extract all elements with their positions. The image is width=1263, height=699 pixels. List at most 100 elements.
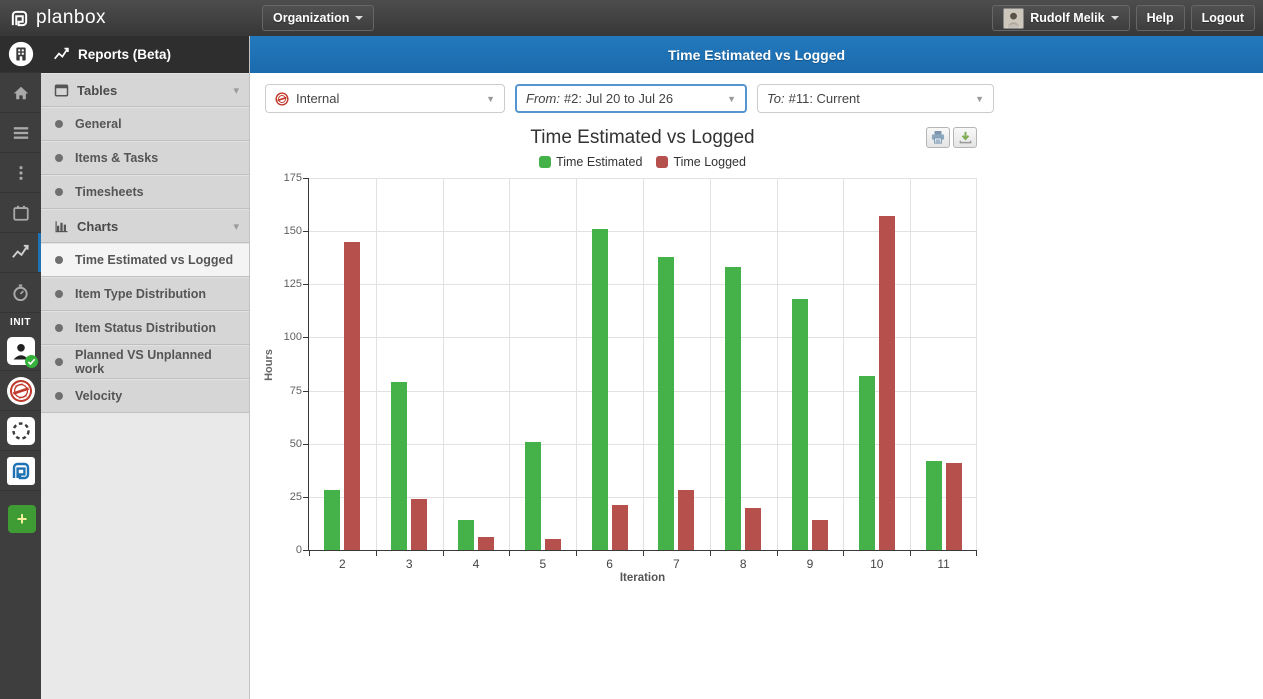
reports-sidebar: Reports (Beta) Tables ▾ General Items & …: [41, 36, 250, 699]
y-axis-tick: [303, 284, 308, 286]
sidebar-item-item-type-distribution[interactable]: Item Type Distribution: [41, 277, 249, 311]
sidebar-item-items-tasks[interactable]: Items & Tasks: [41, 141, 249, 175]
plot-area: 0 25 50 75 100 125 150 175 2 3 4 5 6 7 8 9 10 11: [284, 172, 977, 571]
logout-button[interactable]: Logout: [1190, 5, 1255, 31]
rail-list-button[interactable]: [0, 113, 41, 153]
sidebar-item-general[interactable]: General: [41, 107, 249, 141]
print-chart-button[interactable]: [926, 127, 950, 148]
item-label: Timesheets: [75, 185, 144, 199]
sidebar-item-timesheets[interactable]: Timesheets: [41, 175, 249, 209]
rail-reports-button[interactable]: [0, 233, 41, 273]
rail-project-avatar-internal[interactable]: [0, 371, 41, 411]
rail-init-label: INIT: [10, 316, 31, 328]
y-axis-tick: [303, 496, 308, 498]
bullet-icon: [55, 290, 63, 298]
organization-label: Organization: [273, 11, 350, 25]
v-gridline: [709, 178, 711, 550]
sidebar-item-time-estimated-vs-logged[interactable]: Time Estimated vs Logged: [41, 243, 249, 277]
from-filter-value: #2: Jul 20 to Jul 26: [563, 91, 674, 106]
y-tick-label: 25: [289, 490, 302, 503]
x-tick-label: 5: [539, 557, 547, 571]
rail-project-avatar-draft[interactable]: [0, 411, 41, 451]
item-label: Item Status Distribution: [75, 321, 216, 335]
vertical-dots-icon: [12, 164, 30, 182]
legend-swatch-red: [656, 156, 669, 168]
stopwatch-icon: [11, 283, 30, 302]
rail-project-avatar-planbox[interactable]: [0, 451, 41, 491]
x-axis-tick: [910, 551, 912, 556]
x-axis-tick: [309, 551, 310, 556]
charts-icon: [53, 219, 69, 234]
user-menu-button[interactable]: Rudolf Melik: [992, 5, 1130, 31]
activity-chart-icon: [11, 243, 30, 262]
y-tick-label: 150: [283, 225, 302, 238]
x-axis-tick: [843, 551, 845, 556]
main-content: Time Estimated vs Logged Internal ▼ From…: [250, 36, 1263, 699]
organization-menu-button[interactable]: Organization: [262, 5, 375, 31]
bar-time-logged: [812, 520, 828, 550]
y-axis-tick: [303, 550, 308, 551]
page-title-bar: Time Estimated vs Logged: [250, 36, 1263, 73]
bar-time-estimated: [391, 382, 408, 550]
stamp-icon: [275, 91, 289, 106]
download-chart-button[interactable]: [953, 127, 977, 148]
project-filter-select[interactable]: Internal ▼: [265, 84, 505, 113]
caret-down-icon: [1110, 16, 1119, 20]
bar-time-estimated: [858, 375, 875, 550]
sidebar-item-planned-vs-unplanned[interactable]: Planned VS Unplanned work: [41, 345, 249, 379]
download-icon: [959, 131, 972, 144]
sidebar-item-item-status-distribution[interactable]: Item Status Distribution: [41, 311, 249, 345]
rail-calendar-button[interactable]: [0, 193, 41, 233]
item-label: Velocity: [75, 389, 123, 403]
chevron-down-icon: ▾: [233, 220, 239, 233]
planbox-logo[interactable]: planbox: [0, 7, 250, 29]
rail-home-button[interactable]: [0, 73, 41, 113]
rail-project-avatar-member[interactable]: [0, 331, 41, 371]
tables-icon: [53, 83, 69, 98]
page-title: Time Estimated vs Logged: [667, 46, 846, 63]
x-axis-tick: [375, 551, 377, 556]
x-tick-label: 11: [937, 557, 950, 571]
rail-kanban-button[interactable]: [0, 153, 41, 193]
rail-company-button[interactable]: [0, 36, 41, 73]
sidebar-section-tables[interactable]: Tables ▾: [41, 73, 249, 107]
to-iteration-select[interactable]: To: #11: Current ▼: [757, 84, 994, 113]
y-tick-label: 125: [283, 278, 302, 291]
calendar-icon: [12, 204, 30, 222]
y-tick-label: 75: [289, 384, 302, 397]
check-badge-icon: [24, 354, 38, 368]
bar-time-estimated: [658, 256, 675, 550]
y-tick-label: 0: [295, 544, 302, 556]
v-gridline: [576, 178, 578, 550]
sidebar-item-velocity[interactable]: Velocity: [41, 379, 249, 413]
legend-item-time-estimated[interactable]: Time Estimated: [539, 155, 642, 169]
help-button[interactable]: Help: [1135, 5, 1185, 31]
bar-time-estimated: [524, 441, 541, 550]
x-tick-label: 8: [739, 557, 747, 571]
add-project-button[interactable]: +: [8, 505, 36, 533]
section-label: Tables: [77, 82, 118, 98]
building-icon: [7, 40, 35, 68]
sidebar-header-title: Reports (Beta): [78, 47, 172, 62]
bar-time-logged: [411, 498, 428, 550]
bullet-icon: [55, 392, 63, 400]
x-tick-label: 6: [606, 557, 613, 571]
item-label: Items & Tasks: [75, 151, 159, 165]
chart-legend: Time Estimated Time Logged: [308, 155, 977, 169]
bullet-icon: [55, 324, 63, 332]
x-tick-label: 4: [472, 557, 480, 571]
y-axis-tick: [303, 231, 308, 233]
plot-wrap: Hours 0 25 50 75 100 125 150 175 2 3 4 5 6 7 8 9 10 11: [263, 172, 977, 571]
item-label: Planned VS Unplanned work: [75, 348, 212, 376]
bar-time-logged: [611, 505, 628, 550]
bar-time-logged: [678, 490, 695, 550]
select-caret-icon: ▼: [727, 93, 736, 104]
brand-text: planbox: [36, 7, 107, 28]
legend-item-time-logged[interactable]: Time Logged: [656, 155, 746, 169]
chart-card: Time Estimated vs Logged Time Estimated …: [250, 125, 977, 584]
sidebar-section-charts[interactable]: Charts ▾: [41, 209, 249, 243]
legend-label: Time Logged: [673, 155, 746, 169]
item-label: Time Estimated vs Logged: [75, 253, 234, 267]
from-iteration-select[interactable]: From: #2: Jul 20 to Jul 26 ▼: [515, 84, 747, 113]
rail-timer-button[interactable]: [0, 273, 41, 313]
